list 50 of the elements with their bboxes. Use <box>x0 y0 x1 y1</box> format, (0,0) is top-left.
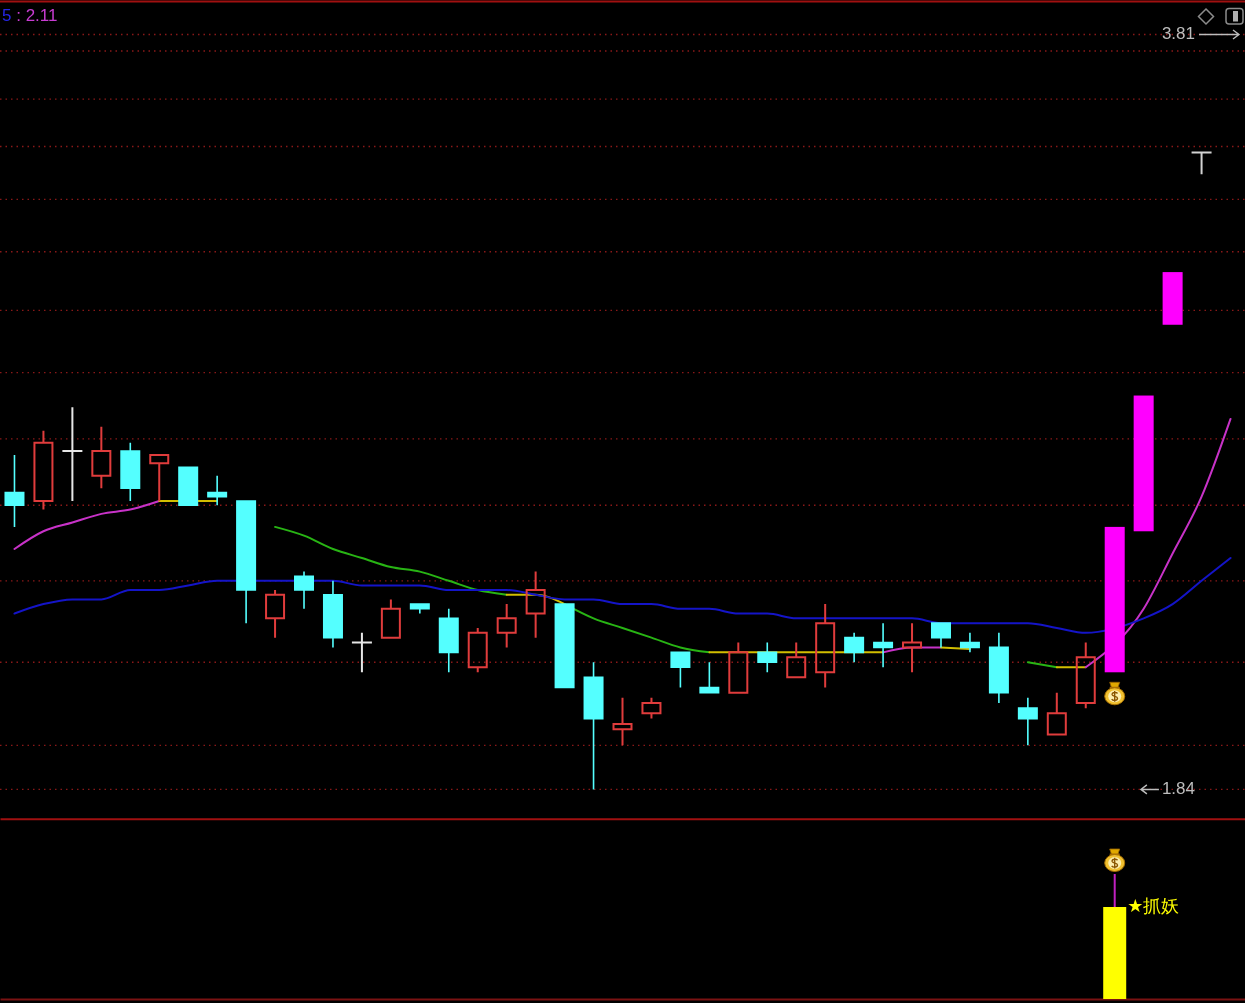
line-series <box>274 525 508 596</box>
candlestick <box>149 454 170 502</box>
candlestick <box>815 603 836 689</box>
y-tick-label: 3.81 <box>1161 24 1195 43</box>
candlestick <box>699 661 720 694</box>
candlestick <box>902 622 923 674</box>
candlestick <box>786 641 807 679</box>
candlestick <box>757 641 778 674</box>
candlestick <box>525 570 546 639</box>
candlestick <box>728 641 749 694</box>
candlestick <box>554 603 575 689</box>
candlestick <box>959 631 980 654</box>
candlestick <box>380 598 401 639</box>
candlestick <box>988 631 1009 704</box>
line-series <box>13 556 1232 634</box>
candlestick <box>322 579 343 649</box>
candlestick <box>91 425 112 490</box>
candlestick <box>1075 641 1096 710</box>
y-tick-label: 1.84 <box>1161 778 1195 798</box>
line-series <box>1084 417 1232 669</box>
annotation: 5 : 2.11 <box>2 6 58 25</box>
candlestick <box>1017 696 1038 747</box>
candlestick <box>496 603 517 649</box>
candlestick <box>1190 151 1213 176</box>
candlestick <box>33 429 54 511</box>
bar <box>1104 526 1125 673</box>
candlestick <box>207 474 228 507</box>
annotation: ★抓妖 <box>1127 895 1180 916</box>
candlestick <box>61 406 84 502</box>
candlestick <box>265 589 286 639</box>
candlestick <box>1046 691 1067 736</box>
candlestick <box>930 622 951 649</box>
bar <box>1162 272 1183 325</box>
candlestick <box>294 570 315 610</box>
candlestick <box>120 442 141 502</box>
candlestick <box>670 651 691 689</box>
bar <box>1133 395 1154 532</box>
candlestick <box>178 466 199 507</box>
candlestick <box>467 626 488 674</box>
candlestick <box>641 696 662 720</box>
candlestick <box>438 608 459 674</box>
candlestick <box>844 631 865 664</box>
candlestick <box>4 454 25 528</box>
candlestick <box>583 661 604 791</box>
candlestick <box>409 603 430 615</box>
candlestick <box>873 622 894 669</box>
candlestick <box>350 631 373 674</box>
candlestick <box>236 500 257 624</box>
candlestick <box>612 696 633 747</box>
line-series <box>13 499 161 551</box>
